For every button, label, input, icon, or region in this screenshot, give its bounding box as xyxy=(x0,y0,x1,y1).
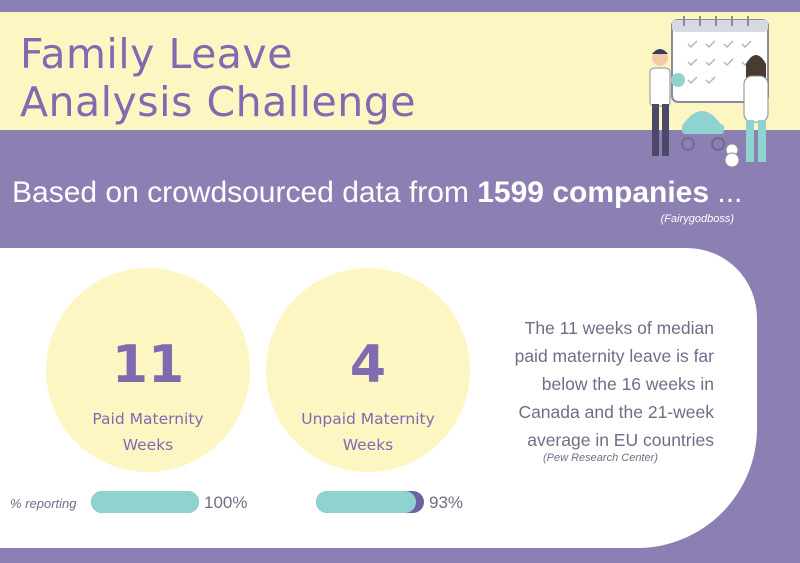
quote-line: paid maternity leave is far xyxy=(514,346,714,366)
companies-count: 1599 companies xyxy=(477,176,710,209)
title-line-2: Analysis Challenge xyxy=(20,78,416,126)
quote-line: The 11 weeks of median xyxy=(524,318,714,338)
subtitle: Based on crowdsourced data from 1599 com… xyxy=(12,176,742,210)
paid-label-line-2: Weeks xyxy=(122,436,174,454)
paid-reporting-fill xyxy=(91,491,199,513)
paid-maternity-circle: 11 Paid Maternity Weeks xyxy=(46,268,250,472)
title-line-1: Family Leave xyxy=(20,30,293,78)
unpaid-maternity-circle: 4 Unpaid Maternity Weeks xyxy=(266,268,470,472)
unpaid-reporting-bar xyxy=(316,491,424,513)
unpaid-reporting-fill xyxy=(316,491,417,513)
paid-weeks-value: 11 xyxy=(111,335,185,395)
unpaid-reporting-percent: 93% xyxy=(429,493,464,512)
reporting-label: % reporting xyxy=(10,496,77,511)
quote-line: below the 16 weeks in xyxy=(541,374,714,394)
paid-reporting-bar xyxy=(91,491,199,513)
page-title: Family Leave Analysis Challenge xyxy=(20,30,416,126)
paid-label-line-1: Paid Maternity xyxy=(92,410,204,428)
unpaid-label-line-1: Unpaid Maternity xyxy=(301,410,435,428)
quote-line: average in EU countries xyxy=(527,430,714,450)
family-calendar-illustration-icon xyxy=(649,16,769,168)
unpaid-label-line-2: Weeks xyxy=(342,436,394,454)
subtitle-suffix: ... xyxy=(709,176,743,209)
source-fairygodboss: (Fairygodboss) xyxy=(660,213,734,225)
paid-weeks-label: Paid Maternity Weeks xyxy=(46,406,250,458)
unpaid-weeks-value: 4 xyxy=(349,335,387,395)
subtitle-prefix: Based on crowdsourced data from xyxy=(12,176,478,209)
quote-line: Canada and the 21-week xyxy=(518,402,714,422)
unpaid-weeks-label: Unpaid Maternity Weeks xyxy=(266,406,470,458)
comparison-quote: The 11 weeks of median paid maternity le… xyxy=(486,314,714,454)
source-pew-research: (Pew Research Center) xyxy=(543,452,658,464)
paid-reporting-percent: 100% xyxy=(204,493,248,512)
